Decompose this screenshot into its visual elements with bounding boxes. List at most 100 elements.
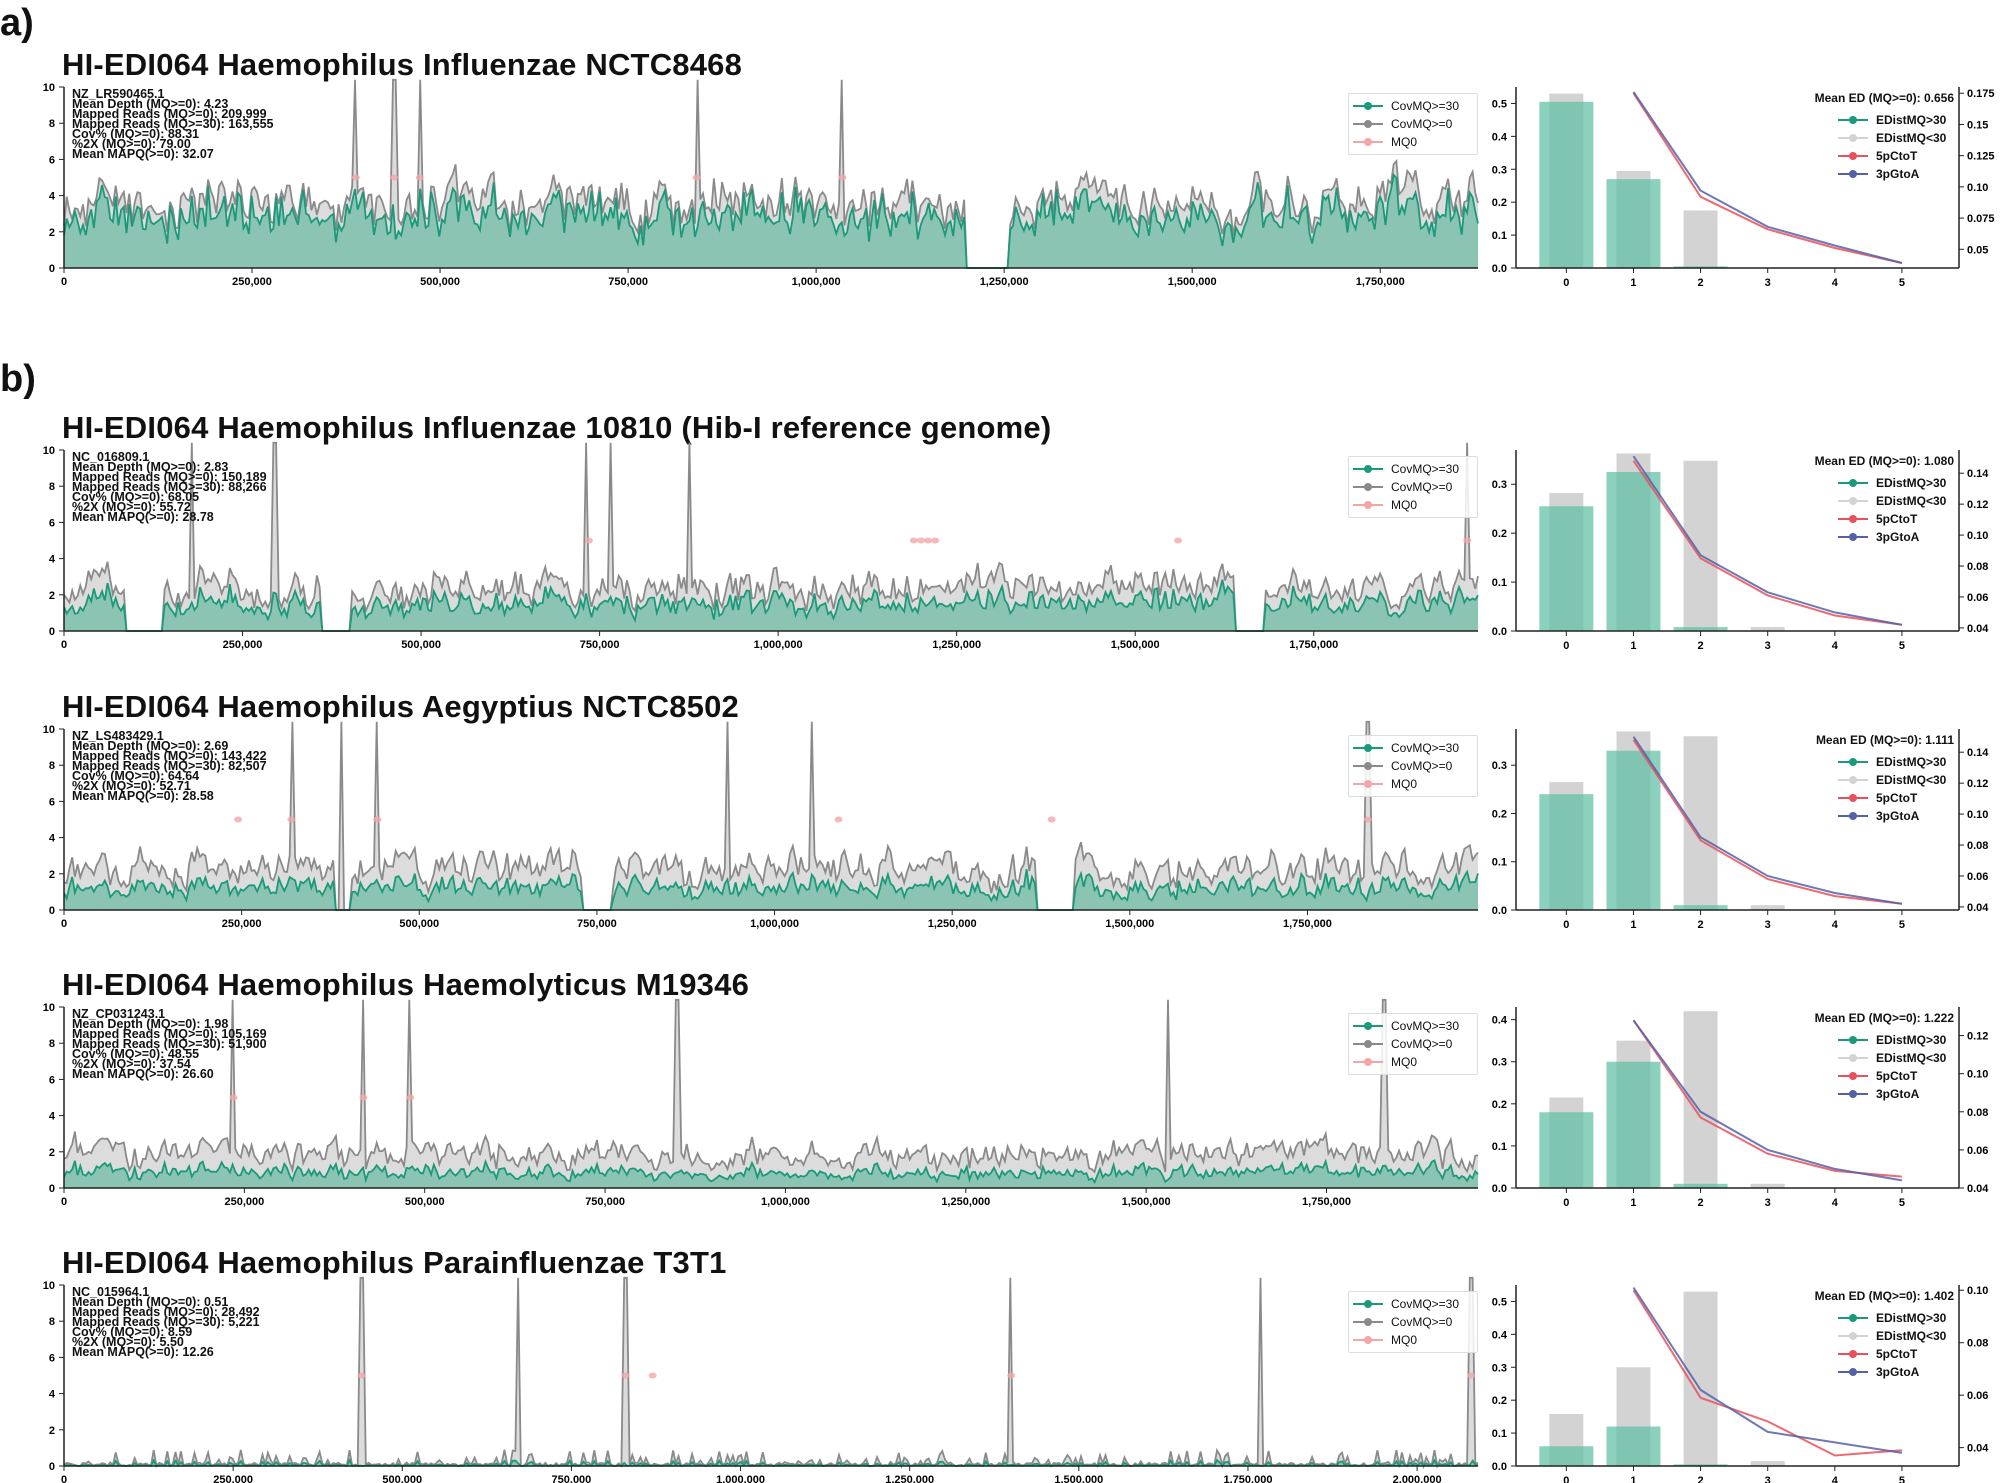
x-tick-label: 1,000,000 [754, 639, 803, 651]
legend-marker-icon [1353, 1038, 1383, 1050]
x-tick-label: 2 [1698, 640, 1704, 652]
y-tick-label: 0 [49, 263, 55, 275]
coverage-stats: NZ_CP031243.1 Mean Depth (MQ>=0): 1.98 Map… [72, 1008, 267, 1081]
legend-entry: CovMQ>=0 [1353, 115, 1473, 133]
x-tick-label: 1 [1630, 277, 1636, 289]
legend-label: CovMQ>=30 [1391, 462, 1460, 476]
stats-line: Mapped Reads (MQ>=30): 163,555 [72, 117, 274, 131]
y2-tick-label: 0.10 [1967, 1285, 1988, 1297]
y-tick-label: 0.3 [1492, 479, 1507, 491]
stats-line: Mapped Reads (MQ>=30): 82,507 [72, 759, 267, 773]
stats-line: NZ_LR590465.1 [72, 87, 165, 101]
y-tick-label: 0.3 [1492, 1057, 1507, 1069]
mq0-point [584, 537, 593, 544]
legend-entry: 3pGtoA [1790, 165, 1960, 183]
bar-edist-mq-gt30 [1539, 1112, 1594, 1188]
x-tick-label: 1,750,000 [1224, 1474, 1273, 1483]
x-tick-label: 2,000,000 [1393, 1474, 1442, 1483]
cov-mq30-series-line [63, 172, 1479, 269]
mean-ed-label: Mean ED (MQ>=0): 1.111 [1815, 733, 1954, 747]
y-tick-label: 8 [49, 118, 55, 130]
x-tick-label: 500,000 [399, 918, 439, 930]
y-tick-label: 0 [49, 905, 55, 917]
y-tick-label: 6 [49, 1352, 55, 1364]
legend-marker-icon [1838, 150, 1868, 162]
bar-edist-mq-gt30 [1673, 627, 1728, 631]
legend-marker-icon [1838, 513, 1868, 525]
mq0-point [1463, 537, 1472, 544]
legend-label: MQ0 [1391, 1055, 1418, 1069]
x-tick-label: 5 [1899, 277, 1905, 289]
x-tick-label: 250,000 [213, 1474, 253, 1483]
x-tick-label: 250,000 [224, 1196, 264, 1208]
panel-title: HI-EDI064 Haemophilus Aegyptius NCTC8502 [62, 689, 739, 724]
legend-marker-icon [1838, 1052, 1868, 1064]
legend-marker-icon [1838, 1312, 1868, 1324]
x-tick-label: 3 [1765, 1197, 1771, 1209]
x-tick-label: 1,000,000 [792, 276, 841, 288]
mq0-point [924, 537, 933, 544]
x-tick-label: 0 [1563, 919, 1569, 931]
coverage-stats: NZ_LS483429.1 Mean Depth (MQ>=0): 2.69 Map… [72, 730, 267, 803]
x-tick-label: 0 [1563, 277, 1569, 289]
legend-entry: CovMQ>=30 [1353, 1017, 1473, 1035]
legend-marker-icon [1838, 114, 1868, 126]
x-tick-label: 750,000 [577, 918, 617, 930]
x-tick-label: 4 [1832, 919, 1839, 931]
y2-tick-label: 0.05 [1967, 244, 1988, 256]
mq0-point [1047, 816, 1056, 823]
legend-entry: MQ0 [1353, 496, 1473, 514]
y-tick-label: 0.2 [1492, 1099, 1507, 1111]
y-tick-label: 0.3 [1492, 1362, 1507, 1374]
bar-edist-mq-lt30 [1750, 905, 1785, 910]
legend-entry: MQ0 [1353, 133, 1473, 151]
y-tick-label: 4 [49, 191, 56, 203]
y2-tick-label: 0.125 [1967, 151, 1995, 163]
legend-entry: CovMQ>=30 [1353, 1295, 1473, 1313]
y-tick-label: 0.3 [1492, 164, 1507, 176]
x-tick-label: 4 [1832, 640, 1839, 652]
y-tick-label: 0.0 [1492, 263, 1507, 275]
mq0-point [357, 1372, 366, 1379]
stats-line: %2X (MQ>=0): 79.00 [72, 137, 191, 151]
legend-marker-icon [1353, 1020, 1383, 1032]
cov-mq0-series-fill [64, 999, 1478, 1188]
cov-mq30-series-fill [64, 1160, 1478, 1188]
legend-label: CovMQ>=0 [1391, 117, 1453, 131]
stats-line: Mapped Reads (MQ>=0): 143,422 [72, 749, 267, 763]
y-tick-label: 0.1 [1492, 1428, 1507, 1440]
legend-label: CovMQ>=0 [1391, 1315, 1453, 1329]
legend-label: EDistMQ<30 [1876, 1051, 1947, 1065]
coverage-legend: CovMQ>=30 CovMQ>=0 MQ0 [1348, 93, 1478, 155]
legend-label: EDistMQ<30 [1876, 773, 1947, 787]
edit-distance-plot: 0.0 0.1 0.2 0.3 0.4 0.5 0.05 0.075 0.10 0.125 0.15… [1492, 87, 1995, 289]
legend-label: CovMQ>=0 [1391, 1037, 1453, 1051]
legend-entry: EDistMQ>30 [1790, 474, 1960, 492]
stats-line: Mean MAPQ(>=0): 12.26 [72, 1345, 214, 1359]
x-tick-label: 2 [1698, 1197, 1704, 1209]
x-tick-label: 0 [61, 639, 67, 651]
stats-line: Mapped Reads (MQ>=0): 150,189 [72, 470, 267, 484]
legend-marker-icon [1353, 118, 1383, 130]
legend-marker-icon [1353, 481, 1383, 493]
x-tick-label: 1,500,000 [1111, 639, 1160, 651]
mq0-point [909, 537, 918, 544]
legend-marker-icon [1353, 499, 1383, 511]
coverage-stats: NC_015964.1 Mean Depth (MQ>=0): 0.51 Mappe… [72, 1285, 260, 1359]
mean-ed-label: Mean ED (MQ>=0): 1.080 [1814, 454, 1954, 468]
x-tick-label: 500,000 [401, 639, 441, 651]
legend-entry: MQ0 [1353, 1331, 1473, 1349]
legend-label: CovMQ>=30 [1391, 1297, 1460, 1311]
bar-edist-mq-gt30 [1673, 905, 1728, 910]
bar-edist-mq-lt30 [1750, 1183, 1785, 1188]
x-tick-label: 1,250,000 [941, 1196, 990, 1208]
legend-label: CovMQ>=30 [1391, 741, 1460, 755]
x-tick-label: 750,000 [552, 1474, 592, 1483]
y2-tick-label: 0.04 [1967, 1183, 1989, 1195]
y-tick-label: 2 [49, 869, 55, 881]
x-tick-label: 2 [1698, 277, 1704, 289]
mq0-point [834, 816, 843, 823]
stats-line: Mapped Reads (MQ>=30): 88,266 [72, 480, 267, 494]
stats-line: NC_015964.1 [72, 1285, 150, 1299]
y-tick-label: 2 [49, 1425, 55, 1437]
